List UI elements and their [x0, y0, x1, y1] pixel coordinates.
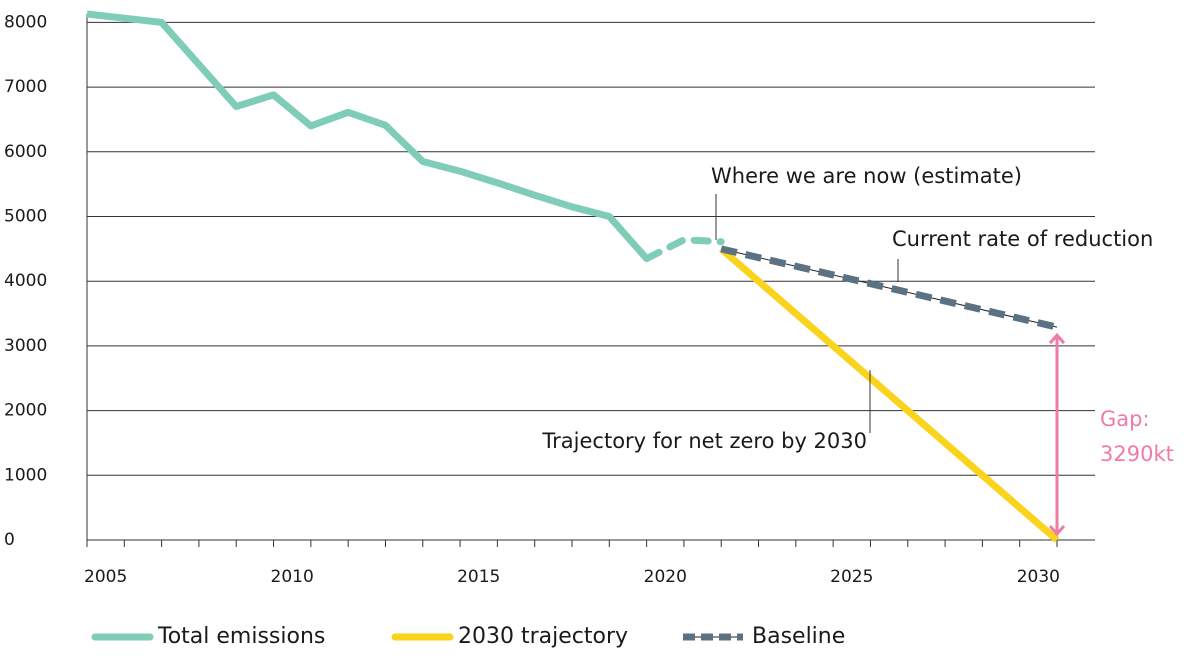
- y-tick-label: 1000: [4, 465, 47, 485]
- series-line: [718, 246, 1060, 543]
- gap-label: 3290kt: [1100, 442, 1174, 466]
- series-line: [86, 10, 650, 261]
- y-tick-label: 0: [4, 530, 15, 550]
- x-tick-label: 2010: [271, 567, 314, 587]
- x-tick-label: 2005: [84, 567, 127, 587]
- x-tick-label: 2030: [1017, 567, 1060, 587]
- series-line: [720, 245, 1058, 331]
- series-line-estimate: [643, 236, 725, 263]
- x-tick-label: 2020: [644, 567, 687, 587]
- gap-arrow-head: [1048, 525, 1066, 537]
- annotation: Current rate of reduction: [892, 227, 1153, 251]
- y-tick-label: 5000: [4, 207, 47, 227]
- x-tick-label: 2015: [457, 567, 500, 587]
- annotation: Where we are now (estimate): [711, 164, 1022, 188]
- gap-arrow-head: [1048, 332, 1066, 345]
- annotation: Trajectory for net zero by 2030: [541, 429, 867, 453]
- y-tick-label: 7000: [4, 77, 47, 97]
- y-tick-label: 3000: [4, 336, 47, 356]
- legend-label: 2030 trajectory: [458, 624, 628, 649]
- legend-label: Total emissions: [157, 624, 325, 649]
- x-tick-label: 2025: [830, 567, 873, 587]
- y-tick-label: 2000: [4, 401, 47, 421]
- legend-label: Baseline: [752, 624, 845, 649]
- gap-label: Gap:: [1100, 407, 1150, 431]
- y-tick-label: 4000: [4, 271, 47, 291]
- y-tick-label: 8000: [4, 12, 47, 32]
- y-tick-label: 6000: [4, 142, 47, 162]
